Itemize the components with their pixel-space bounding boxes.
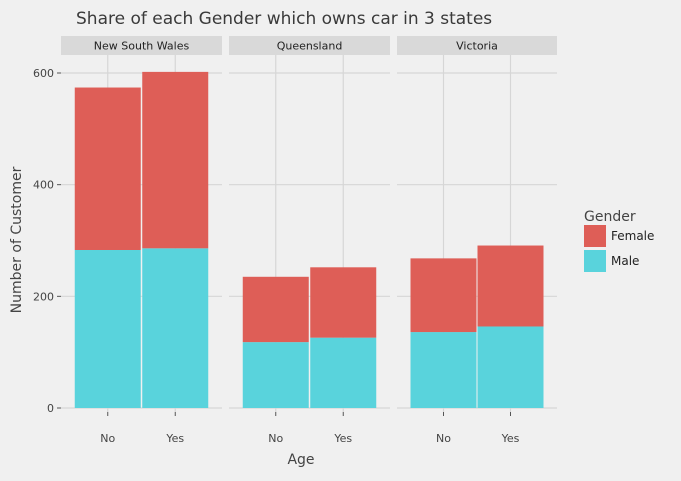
x-tick-label: No bbox=[100, 432, 115, 445]
x-tick-label: Yes bbox=[501, 432, 520, 445]
y-axis-label: Number of Customer bbox=[9, 166, 25, 313]
x-tick-label: No bbox=[268, 432, 283, 445]
legend-key-male bbox=[584, 250, 606, 272]
bar-male bbox=[74, 249, 141, 408]
bar-male bbox=[410, 332, 477, 408]
facet-panel: Victoria No Yes bbox=[397, 36, 557, 445]
bar-female bbox=[142, 71, 209, 249]
chart-title: Share of each Gender which owns car in 3… bbox=[76, 9, 492, 29]
x-axis-label: Age bbox=[287, 452, 314, 468]
y-tick-label: 200 bbox=[33, 290, 54, 303]
legend-key-female bbox=[584, 225, 606, 247]
facet-strip-label: Queensland bbox=[277, 40, 343, 53]
y-tick-label: 0 bbox=[47, 402, 54, 415]
facet-strip bbox=[397, 36, 557, 55]
y-tick-label: 400 bbox=[33, 179, 54, 192]
facet-strip bbox=[229, 36, 390, 55]
bar-female bbox=[310, 267, 377, 338]
facet-panel: Queensland No Yes bbox=[229, 36, 390, 445]
legend: Gender Female Male bbox=[584, 209, 654, 272]
legend-title: Gender bbox=[584, 209, 636, 225]
y-tick-label: 600 bbox=[33, 67, 54, 80]
x-tick-label: No bbox=[436, 432, 451, 445]
bar-female bbox=[477, 245, 544, 327]
bar-male bbox=[242, 342, 309, 408]
bar-male bbox=[477, 326, 544, 408]
facet-panel: New South Wales No Yes bbox=[61, 36, 222, 445]
bar-male bbox=[310, 337, 377, 408]
legend-label-male: Male bbox=[611, 254, 639, 268]
x-tick-label: Yes bbox=[165, 432, 184, 445]
bar-female bbox=[410, 258, 477, 333]
bar-male bbox=[142, 248, 209, 408]
facet-strip-label: New South Wales bbox=[94, 40, 190, 53]
y-axis: 0 200 400 600 bbox=[33, 67, 61, 415]
bar-female bbox=[74, 87, 141, 250]
legend-label-female: Female bbox=[611, 229, 654, 243]
facet-strip bbox=[61, 36, 222, 55]
facet-strip-label: Victoria bbox=[456, 40, 498, 53]
x-tick-label: Yes bbox=[333, 432, 352, 445]
bar-female bbox=[242, 276, 309, 343]
